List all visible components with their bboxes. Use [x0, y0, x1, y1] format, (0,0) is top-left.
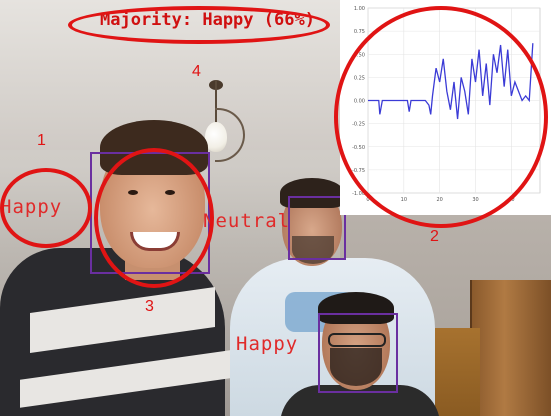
annotation-number-4: 4: [192, 63, 201, 80]
face-box-2: [288, 196, 346, 260]
annotation-ring-4: [68, 6, 330, 44]
person-right-beard: [330, 348, 382, 386]
x-tick-label: 0: [366, 197, 369, 203]
annotation-number-2: 2: [430, 228, 439, 245]
face-label-2: Neutral: [203, 210, 291, 232]
person-right-shirt: [280, 385, 440, 416]
face-label-3: Happy: [236, 333, 299, 355]
lamp-bulb: [205, 122, 227, 152]
annotation-number-1: 1: [37, 132, 46, 149]
annotation-ring-1: [0, 168, 92, 248]
wooden-door: [470, 280, 551, 416]
lamp-cord: [215, 80, 217, 125]
annotation-number-3: 3: [145, 298, 154, 315]
y-tick-label: -1.00: [352, 191, 365, 197]
annotation-ring-2: [334, 6, 548, 228]
person-center-hair: [280, 178, 344, 208]
y-tick-label: 0.75: [354, 29, 365, 35]
y-tick-label: 1.00: [354, 6, 365, 12]
annotation-ring-3: [94, 148, 214, 288]
glasses: [328, 333, 386, 347]
face-box-3: [318, 313, 398, 393]
person-right-hair: [318, 292, 394, 324]
wooden-shelf: [430, 328, 480, 416]
